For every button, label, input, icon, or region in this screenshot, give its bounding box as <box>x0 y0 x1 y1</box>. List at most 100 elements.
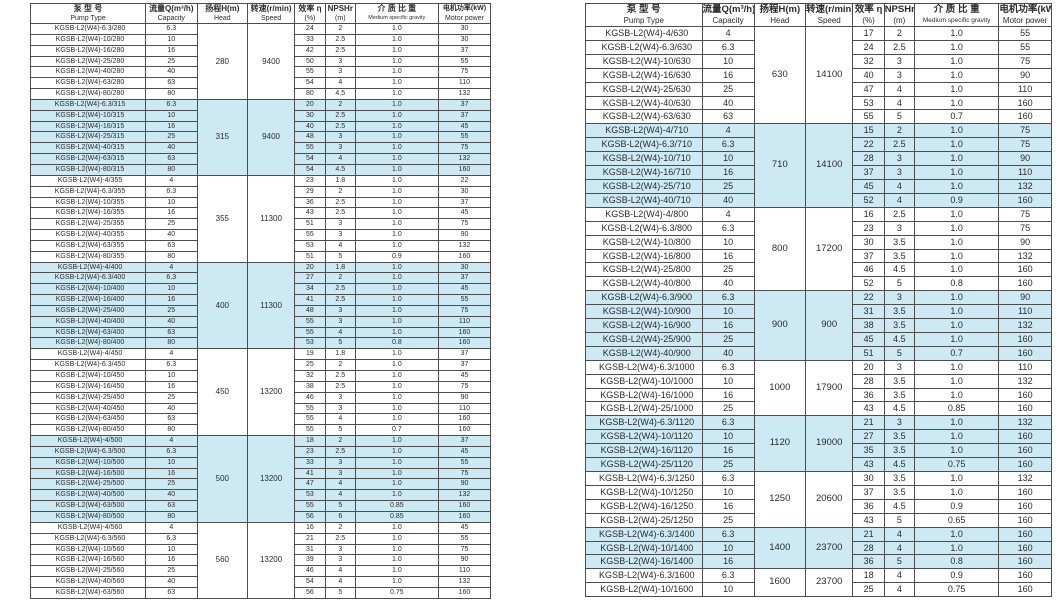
cell-capacity: 80 <box>145 250 198 263</box>
cell-power: 55 <box>437 456 492 469</box>
cell-gravity: 0.85 <box>913 401 1000 417</box>
cell-pump-type: KGSB-L2(W4)-4/800 <box>585 206 703 222</box>
col-header-power: 电机功率(kW)Motor power <box>998 3 1052 27</box>
cell-capacity: 6.3 <box>145 532 198 545</box>
cell-pump-type: KGSB-L2(W4)-10/1120 <box>585 429 703 445</box>
cell-head: 1250 <box>753 471 806 528</box>
cell-gravity: 1.0 <box>913 540 1000 556</box>
cell-efficiency: 32 <box>852 53 885 69</box>
cell-power: 37 <box>437 359 492 371</box>
cell-npshr: 4 <box>324 478 356 491</box>
cell-head: 500 <box>196 435 249 523</box>
cell-npshr: 4.5 <box>324 163 356 176</box>
cell-efficiency: 24 <box>294 23 326 35</box>
col-header-en: Pump Type <box>623 16 664 25</box>
cell-power: 55 <box>437 294 492 306</box>
cell-capacity: 16 <box>701 498 755 514</box>
cell-power: 160 <box>998 345 1052 361</box>
cell-pump-type: KGSB-L2(W4)-6.3/400 <box>29 272 147 285</box>
col-header-en: Motor power <box>1002 16 1048 25</box>
cell-gravity: 1.0 <box>354 326 439 339</box>
cell-gravity: 1.0 <box>354 98 439 111</box>
cell-pump-type: KGSB-L2(W4)-80/450 <box>29 424 147 437</box>
cell-power: 160 <box>437 337 492 350</box>
cell-efficiency: 55 <box>294 142 326 155</box>
cell-npshr: 2.5 <box>883 206 915 222</box>
cell-gravity: 1.0 <box>354 77 439 90</box>
cell-gravity: 1.0 <box>354 174 439 187</box>
cell-capacity: 63 <box>145 77 198 90</box>
cell-npshr: 4 <box>883 81 915 97</box>
cell-efficiency: 53 <box>294 489 326 502</box>
table-row: KGSB-L2(W4)-10/710 10 28 3 1.0 90 <box>585 151 1052 167</box>
table-row: KGSB-L2(W4)-25/900 25 45 4.5 1.0 160 <box>585 331 1052 347</box>
cell-capacity: 6.3 <box>145 23 198 35</box>
cell-npshr: 2 <box>324 521 356 534</box>
cell-capacity: 25 <box>145 131 198 144</box>
cell-capacity: 25 <box>145 478 198 491</box>
cell-efficiency: 80 <box>294 88 326 100</box>
cell-speed: 11300 <box>247 174 296 263</box>
col-header-speed: 转速(r/min) Speed <box>804 3 854 27</box>
cell-gravity: 1.0 <box>354 120 439 133</box>
cell-pump-type: KGSB-L2(W4)-4/450 <box>29 348 147 361</box>
cell-power: 30 <box>437 185 492 198</box>
cell-efficiency: 48 <box>294 131 326 144</box>
cell-npshr: 3.5 <box>883 248 915 264</box>
cell-npshr: 2.5 <box>324 283 356 296</box>
cell-gravity: 1.0 <box>354 131 439 144</box>
cell-pump-type: KGSB-L2(W4)-6.3/560 <box>29 532 147 545</box>
cell-efficiency: 23 <box>852 220 885 236</box>
cell-gravity: 1.0 <box>354 391 439 404</box>
cell-power: 160 <box>998 554 1052 570</box>
cell-npshr: 3 <box>324 402 356 415</box>
cell-power: 132 <box>998 248 1052 264</box>
cell-npshr: 2.5 <box>324 33 356 46</box>
cell-pump-type: KGSB-L2(W4)-25/1120 <box>585 457 703 472</box>
table-row: KGSB-L2(W4)-40/630 40 53 4 1.0 160 <box>585 95 1052 111</box>
cell-efficiency: 36 <box>852 387 885 403</box>
col-header-en: Capacity <box>157 15 185 22</box>
cell-gravity: 1.0 <box>354 66 439 79</box>
cell-power: 90 <box>437 478 492 491</box>
table-row: KGSB-L2(W4)-25/1000 25 43 4.5 0.85 160 <box>585 401 1052 417</box>
cell-power: 160 <box>437 326 492 339</box>
cell-efficiency: 39 <box>294 554 326 567</box>
cell-efficiency: 45 <box>852 331 885 347</box>
cell-power: 160 <box>998 582 1052 598</box>
col-header-gravity: 介 质 比 重 Medium specific gravity <box>354 3 439 24</box>
cell-power: 160 <box>437 500 492 512</box>
cell-capacity: 40 <box>145 66 198 79</box>
cell-capacity: 25 <box>701 401 755 417</box>
cell-gravity: 1.0 <box>913 39 1000 55</box>
cell-capacity: 40 <box>701 192 755 208</box>
cell-speed: 23700 <box>804 568 854 598</box>
cell-npshr: 2 <box>883 26 915 41</box>
cell-gravity: 1.0 <box>354 294 439 306</box>
cell-power: 55 <box>998 26 1052 41</box>
cell-head: 280 <box>196 23 249 100</box>
cell-efficiency: 34 <box>294 283 326 296</box>
cell-pump-type: KGSB-L2(W4)-16/710 <box>585 165 703 180</box>
cell-npshr: 5 <box>324 424 356 437</box>
col-header-en: (%) <box>862 16 875 25</box>
table-row: KGSB-L2(W4)-6.3/630 6.3 24 2.5 1.0 55 <box>585 39 1052 55</box>
cell-gravity: 1.0 <box>354 109 439 122</box>
cell-gravity: 1.0 <box>354 359 439 371</box>
col-header-en: Medium specific gravity <box>922 17 991 24</box>
col-header-en: Speed <box>260 15 282 22</box>
cell-capacity: 25 <box>145 304 198 317</box>
cell-gravity: 0.7 <box>913 109 1000 125</box>
table-row: KGSB-L2(W4)-4/800 4 800 17200 16 2.5 1.0 75 <box>585 206 1052 292</box>
cell-gravity: 1.0 <box>354 229 439 241</box>
cell-speed: 11300 <box>247 261 296 350</box>
cell-power: 132 <box>998 373 1052 389</box>
cell-gravity: 1.0 <box>913 151 1000 167</box>
cell-capacity: 6.3 <box>701 39 755 55</box>
cell-efficiency: 27 <box>852 429 885 445</box>
cell-power: 160 <box>998 401 1052 417</box>
cell-power: 110 <box>998 304 1052 320</box>
cell-gravity: 0.65 <box>913 512 1000 528</box>
cell-capacity: 16 <box>701 165 755 180</box>
cell-npshr: 1.8 <box>324 348 356 361</box>
